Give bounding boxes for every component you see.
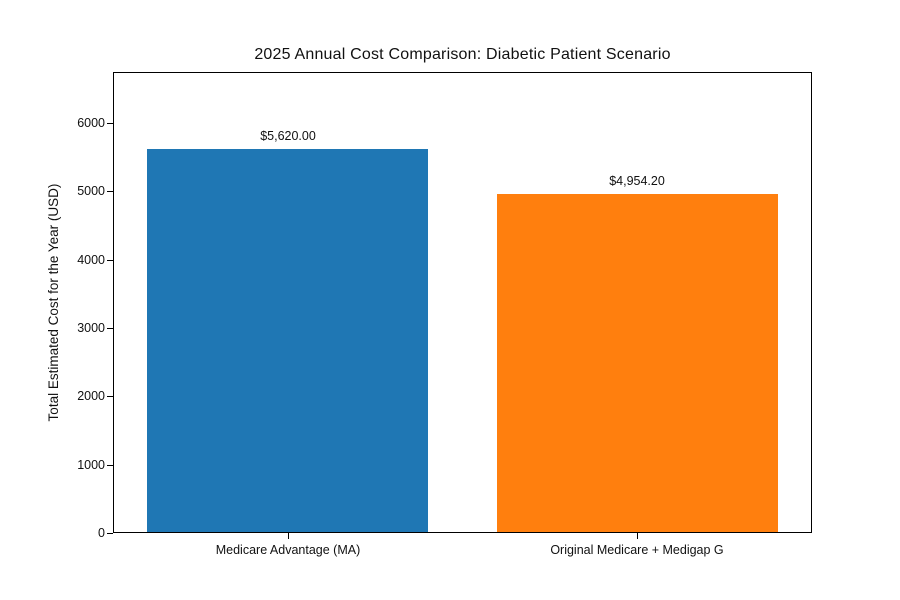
y-tick-mark <box>107 533 113 534</box>
x-tick-label: Medicare Advantage (MA) <box>215 543 361 557</box>
y-tick-mark <box>107 328 113 329</box>
y-tick-label: 5000 <box>77 184 105 198</box>
y-tick-label: 0 <box>98 526 105 540</box>
bar-value-label: $4,954.20 <box>609 174 665 188</box>
bar-medicare-advantage-ma <box>147 149 428 533</box>
y-tick-mark <box>107 123 113 124</box>
y-tick-mark <box>107 260 113 261</box>
x-tick-mark <box>288 533 289 539</box>
y-tick-mark <box>107 191 113 192</box>
y-tick-mark <box>107 465 113 466</box>
y-tick-label: 1000 <box>77 458 105 472</box>
bar-original-medicare-medigap-g <box>497 194 778 533</box>
y-tick-label: 4000 <box>77 253 105 267</box>
x-tick-mark <box>637 533 638 539</box>
y-tick-label: 3000 <box>77 321 105 335</box>
y-tick-label: 6000 <box>77 116 105 130</box>
y-tick-label: 2000 <box>77 389 105 403</box>
chart-title: 2025 Annual Cost Comparison: Diabetic Pa… <box>254 46 671 63</box>
x-tick-label: Original Medicare + Medigap G <box>550 543 724 557</box>
bar-value-label: $5,620.00 <box>260 129 316 143</box>
y-tick-mark <box>107 396 113 397</box>
